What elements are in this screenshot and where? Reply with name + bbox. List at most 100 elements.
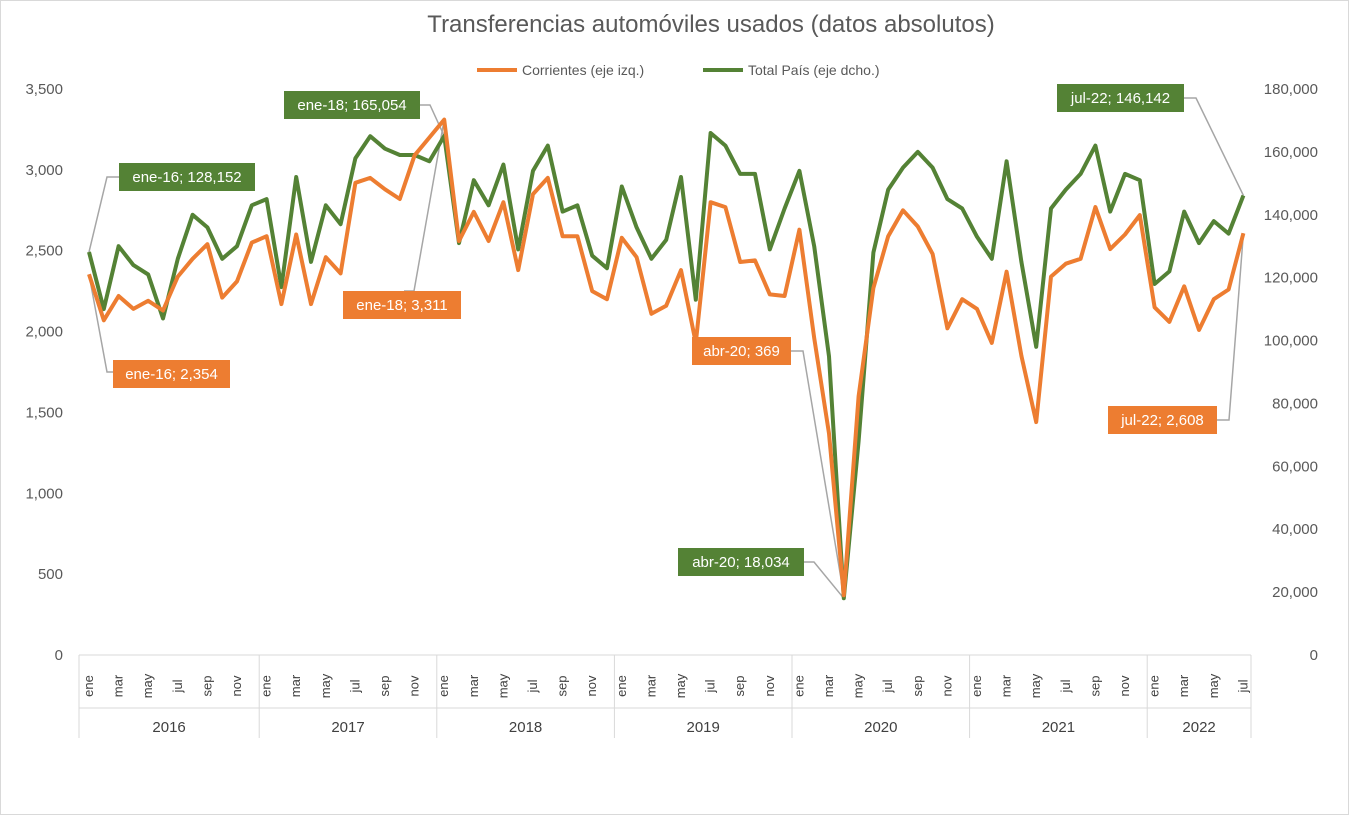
right-tick-label: 80,000 — [1272, 395, 1318, 412]
callout-leader-line — [804, 561, 845, 599]
x-tick-label: ene — [259, 675, 274, 697]
x-tick-label: sep — [377, 676, 392, 697]
left-tick-label: 2,500 — [25, 243, 63, 260]
x-tick-label: may — [140, 673, 155, 698]
x-tick-label: mar — [466, 674, 481, 697]
x-tick-label: jul — [525, 679, 540, 693]
x-tick-label: may — [495, 673, 510, 698]
callout-box — [678, 548, 804, 576]
right-tick-label: 60,000 — [1272, 458, 1318, 475]
callout-box — [343, 291, 461, 319]
x-tick-label: ene — [1147, 675, 1162, 697]
x-tick-label: nov — [584, 675, 599, 696]
x-year-label: 2017 — [331, 719, 364, 736]
legend: Corrientes (eje izq.) Total País (eje dc… — [477, 62, 880, 78]
right-tick-label: 100,000 — [1264, 333, 1318, 350]
legend-label-corrientes: Corrientes (eje izq.) — [522, 62, 644, 78]
right-tick-label: 120,000 — [1264, 270, 1318, 287]
x-tick-label: sep — [910, 676, 925, 697]
left-tick-label: 1,500 — [25, 404, 63, 421]
x-tick-label: nov — [762, 675, 777, 696]
x-tick-label: jul — [880, 679, 895, 693]
x-tick-label: mar — [288, 674, 303, 697]
x-tick-label: may — [673, 673, 688, 698]
x-tick-label: jul — [170, 679, 185, 693]
callout-label: ene-18; 165,054 — [297, 97, 406, 114]
x-tick-label: may — [851, 673, 866, 698]
right-tick-label: 20,000 — [1272, 584, 1318, 601]
right-tick-label: 180,000 — [1264, 81, 1318, 98]
legend-label-total: Total País (eje dcho.) — [748, 62, 880, 78]
series-lines — [87, 117, 1246, 601]
x-tick-label: mar — [1176, 674, 1191, 697]
right-tick-label: 0 — [1310, 647, 1318, 664]
left-tick-label: 0 — [55, 647, 63, 664]
series-line-total — [87, 131, 1246, 601]
callout-box — [1108, 406, 1217, 434]
x-tick-label: ene — [614, 675, 629, 697]
chart-title: Transferencias automóviles usados (datos… — [427, 11, 994, 38]
x-tick-label: jul — [703, 679, 718, 693]
x-year-label: 2022 — [1182, 719, 1215, 736]
callout-label: ene-18; 3,311 — [356, 297, 447, 314]
x-tick-label: ene — [791, 675, 806, 697]
callout-label: abr-20; 369 — [703, 343, 780, 360]
right-tick-label: 140,000 — [1264, 207, 1318, 224]
x-tick-label: ene — [436, 675, 451, 697]
left-tick-label: 3,000 — [25, 162, 63, 179]
x-axis: ene mar may jul sep nov ene mar may jul sep nov ene m… — [78, 654, 1252, 738]
x-year-label: 2020 — [864, 719, 897, 736]
x-tick-label: sep — [732, 676, 747, 697]
x-tick-label: sep — [1087, 676, 1102, 697]
x-tick-label: nov — [229, 675, 244, 696]
callout-leader-line — [791, 350, 845, 596]
callout-label: abr-20; 18,034 — [692, 554, 790, 571]
callout-box — [284, 91, 420, 119]
x-tick-label: nov — [1117, 675, 1132, 696]
callout-box — [119, 163, 255, 191]
x-year-label: 2021 — [1042, 719, 1075, 736]
series-line-corrientes — [87, 117, 1246, 598]
x-tick-label: nov — [407, 675, 422, 696]
x-tick-label: jul — [347, 679, 362, 693]
x-tick-label: mar — [643, 674, 658, 697]
left-axis-ticks: 0 500 1,000 1,500 2,000 2,500 3,000 3,500 — [25, 81, 63, 664]
callout-label: jul-22; 2,608 — [1120, 412, 1204, 429]
x-tick-label: jul — [1058, 679, 1073, 693]
x-tick-label: jul — [1235, 679, 1250, 693]
right-axis-ticks: 0 20,000 40,000 60,000 80,000 100,000 120,000 1… — [1264, 81, 1318, 664]
x-tick-label: ene — [81, 675, 96, 697]
callout-lines — [88, 97, 1245, 599]
x-tick-label: sep — [199, 676, 214, 697]
x-tick-label: ene — [969, 675, 984, 697]
left-tick-label: 500 — [38, 566, 63, 583]
left-tick-label: 3,500 — [25, 81, 63, 98]
x-year-label: 2019 — [687, 719, 720, 736]
x-tick-label: mar — [111, 674, 126, 697]
right-tick-label: 160,000 — [1264, 144, 1318, 161]
callout-label: ene-16; 2,354 — [125, 366, 218, 383]
x-tick-label: may — [318, 673, 333, 698]
left-tick-label: 1,000 — [25, 485, 63, 502]
callout-label: ene-16; 128,152 — [132, 169, 241, 186]
x-tick-label: mar — [999, 674, 1014, 697]
x-tick-label: sep — [555, 676, 570, 697]
callout-leader-line — [88, 176, 119, 253]
x-tick-label: mar — [821, 674, 836, 697]
x-year-label: 2018 — [509, 719, 542, 736]
callout-box — [113, 360, 230, 388]
x-tick-label: nov — [939, 675, 954, 696]
callout-leader-line — [1217, 233, 1245, 421]
x-year-label: 2016 — [152, 719, 185, 736]
x-tick-label: may — [1028, 673, 1043, 698]
right-tick-label: 40,000 — [1272, 521, 1318, 538]
callout-leader-line — [88, 274, 113, 373]
data-callouts: ene-16; 128,152 ene-16; 2,354 ene-18; 165,… — [113, 84, 1217, 576]
callout-box — [1057, 84, 1184, 112]
callout-label: jul-22; 146,142 — [1070, 90, 1170, 107]
x-tick-label: may — [1206, 673, 1221, 698]
callout-leader-line — [1184, 97, 1245, 196]
callout-box — [692, 337, 791, 365]
left-tick-label: 2,000 — [25, 324, 63, 341]
